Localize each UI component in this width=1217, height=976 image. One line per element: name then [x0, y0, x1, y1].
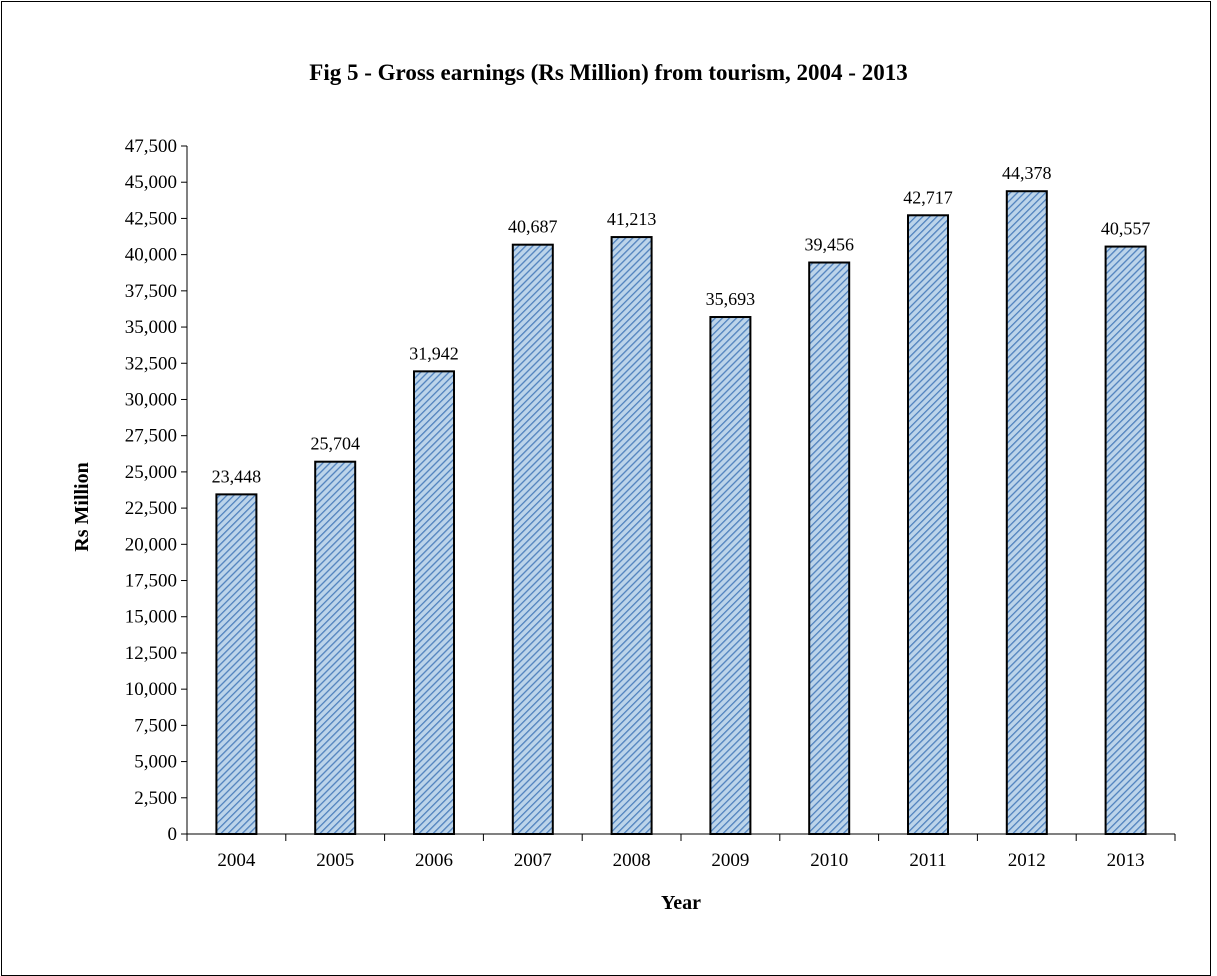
y-tick-label: 42,500 — [125, 208, 177, 229]
y-tick-label: 25,000 — [125, 462, 177, 483]
data-label: 40,557 — [1101, 219, 1151, 239]
bar-2013 — [1104, 245, 1147, 835]
y-tick-label: 22,500 — [125, 498, 177, 519]
x-tick-label: 2008 — [613, 850, 651, 871]
data-label: 40,687 — [508, 217, 558, 237]
y-tick-label: 15,000 — [125, 607, 177, 628]
bar-2012 — [1005, 190, 1048, 835]
data-label: 42,717 — [903, 187, 953, 207]
bar-2010 — [808, 261, 851, 835]
x-tick-label: 2004 — [217, 850, 256, 871]
data-label: 25,704 — [310, 434, 360, 454]
y-tick-label: 27,500 — [125, 426, 177, 447]
bar-2011 — [907, 214, 949, 836]
y-tick-label: 20,000 — [125, 534, 177, 555]
y-tick-label: 12,500 — [125, 643, 177, 664]
data-label: 41,213 — [607, 209, 657, 229]
x-tick-label: 2010 — [810, 850, 848, 871]
x-tick-label: 2013 — [1107, 850, 1145, 871]
y-tick-label: 10,000 — [125, 679, 177, 700]
x-tick-label: 2005 — [316, 850, 354, 871]
x-axis-title: Year — [661, 892, 701, 914]
y-tick-label: 45,000 — [125, 172, 177, 193]
data-labels: 23,448 25,704 31,942 40,687 41,213 35,693 39,4… — [212, 163, 1151, 486]
x-tick-label: 2011 — [909, 850, 946, 871]
y-tick-label: 30,000 — [125, 389, 177, 410]
y-tick-label: 17,500 — [125, 571, 177, 592]
bars — [215, 190, 1147, 836]
y-axis: 0 2,500 5,000 7,500 10,000 12,500 15,000 17,500… — [125, 136, 188, 845]
bar-2004 — [215, 493, 258, 835]
y-tick-label: 0 — [168, 824, 178, 845]
y-axis-title: Rs Million — [71, 462, 93, 551]
data-label: 31,942 — [409, 343, 459, 363]
bar-2007 — [511, 243, 554, 836]
x-axis: 2004 2005 2006 2007 2008 2009 2010 2011 2012 2013 — [186, 833, 1176, 871]
bar-2005 — [314, 460, 357, 835]
x-tick-label: 2009 — [711, 850, 749, 871]
y-tick-label: 40,000 — [125, 245, 177, 266]
y-tick-label: 7,500 — [134, 715, 177, 736]
data-label: 39,456 — [804, 235, 854, 255]
y-tick-label: 32,500 — [125, 353, 177, 374]
x-tick-label: 2006 — [415, 850, 453, 871]
data-label: 44,378 — [1002, 163, 1052, 183]
data-label: 35,693 — [706, 289, 756, 309]
y-tick-label: 5,000 — [134, 752, 177, 773]
x-tick-label: 2012 — [1008, 850, 1046, 871]
chart-title: Fig 5 - Gross earnings (Rs Million) from… — [309, 60, 908, 85]
bar-2006 — [413, 370, 455, 835]
y-tick-label: 35,000 — [125, 317, 177, 338]
bar-2008 — [610, 236, 653, 835]
y-tick-label: 2,500 — [134, 788, 177, 809]
data-label: 23,448 — [212, 466, 262, 486]
y-tick-label: 47,500 — [125, 136, 177, 157]
bar-2009 — [709, 316, 752, 835]
x-tick-label: 2007 — [514, 850, 552, 871]
y-tick-label: 37,500 — [125, 281, 177, 302]
